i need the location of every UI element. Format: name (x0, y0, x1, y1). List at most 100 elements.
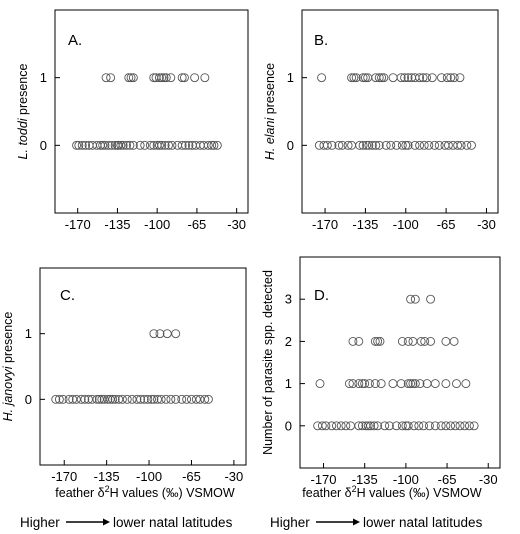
data-point (190, 73, 200, 83)
data-point (110, 394, 120, 404)
panel-b: B. -170 -135 -100 -65 -30 0 1 H. elani presence (263, 9, 499, 232)
data-point (105, 394, 115, 404)
data-point (327, 140, 337, 150)
data-point (437, 73, 446, 83)
data-point (117, 394, 127, 404)
data-point (420, 336, 430, 346)
data-point (449, 73, 459, 83)
data-point (430, 379, 440, 389)
data-point (92, 394, 102, 404)
data-point (313, 421, 323, 431)
data-point (116, 140, 126, 150)
data-point (351, 73, 361, 83)
data-point (441, 379, 451, 389)
data-point (99, 394, 109, 404)
data-point (171, 329, 181, 339)
xlabel-d: feather δ2H values (‰) VSMOW (302, 484, 482, 500)
data-point (449, 336, 459, 346)
data-point (441, 336, 451, 346)
data-point (157, 140, 167, 150)
data-point (166, 394, 176, 404)
data-point (348, 336, 358, 346)
data-point (381, 140, 391, 150)
data-point (135, 140, 145, 150)
data-point (460, 421, 470, 431)
x-tick-label: -65 (437, 217, 456, 232)
data-point (373, 421, 383, 431)
data-point (427, 73, 437, 83)
data-point (132, 394, 142, 404)
data-point (140, 140, 150, 150)
data-point (396, 73, 406, 83)
data-point (161, 394, 171, 404)
panel-a: A. -170 -135 -100 -65 -30 0 1 L. toddi presence (16, 9, 249, 232)
data-point (71, 394, 81, 404)
x-tick-label: -65 (182, 469, 201, 484)
data-point (179, 73, 189, 83)
data-point (403, 336, 413, 346)
data-point (410, 294, 420, 304)
data-point (374, 73, 384, 83)
data-point (452, 379, 461, 389)
x-tick-label: -65 (438, 472, 457, 487)
data-point (371, 140, 381, 150)
data-point (177, 394, 187, 404)
data-point (209, 140, 219, 150)
data-point (167, 140, 177, 150)
data-point (315, 379, 325, 389)
data-point (77, 140, 87, 150)
data-point (410, 140, 420, 150)
data-point (68, 394, 78, 404)
data-point (434, 140, 444, 150)
y-tick-label: 1 (25, 326, 32, 341)
data-point (157, 73, 167, 83)
data-point (171, 394, 181, 404)
data-point (321, 421, 331, 431)
data-point (344, 379, 354, 389)
data-point (366, 421, 376, 431)
x-tick-label: -170 (312, 217, 338, 232)
data-point (341, 421, 351, 431)
data-point (406, 379, 416, 389)
x-tick-label: -30 (479, 472, 498, 487)
data-point (118, 140, 128, 150)
data-point (154, 140, 164, 150)
data-point (355, 140, 365, 150)
data-point (363, 421, 373, 431)
x-tick-label: -170 (65, 217, 91, 232)
data-point (403, 140, 413, 150)
caption-left-lower: lower natal latitudes (113, 515, 233, 530)
data-point (337, 140, 347, 150)
x-tick-label: -135 (94, 469, 120, 484)
data-point (159, 73, 169, 83)
data-point (87, 394, 97, 404)
data-point (154, 73, 164, 83)
data-point (358, 73, 368, 83)
data-point (410, 379, 420, 389)
arrow-right-head (353, 518, 360, 526)
data-point (354, 336, 364, 346)
data-point (419, 140, 429, 150)
data-point (456, 140, 466, 150)
x-tick-label: -100 (144, 217, 170, 232)
data-point (322, 140, 332, 150)
data-point (103, 394, 113, 404)
data-point (101, 73, 111, 83)
data-point (416, 336, 426, 346)
data-point (377, 73, 387, 83)
data-point (128, 73, 138, 83)
data-point (396, 379, 406, 389)
data-point (415, 379, 425, 389)
data-point (103, 140, 113, 150)
data-point (426, 294, 436, 304)
data-point (364, 140, 374, 150)
data-point (446, 421, 456, 431)
y-tick-label: 1 (287, 70, 294, 85)
data-point (397, 336, 407, 346)
data-point (424, 140, 434, 150)
x-tick-label: -30 (227, 217, 246, 232)
data-point (374, 140, 384, 150)
data-point (375, 336, 385, 346)
data-point (422, 73, 431, 83)
caption-left-higher: Higher (20, 515, 60, 530)
